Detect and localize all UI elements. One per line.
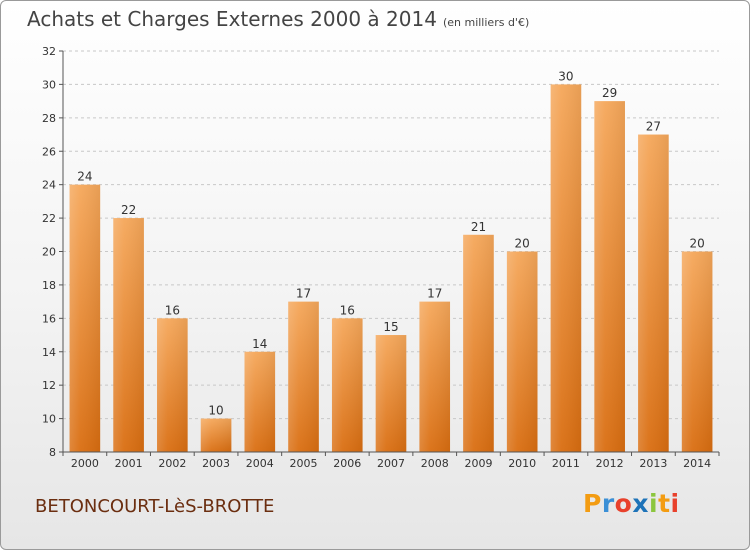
x-tick-label-2006: 2006 xyxy=(333,457,361,470)
value-label-2006: 16 xyxy=(340,303,355,317)
x-tick-label-2010: 2010 xyxy=(508,457,536,470)
logo-letter-1: r xyxy=(601,489,615,518)
logo-letter-4: i xyxy=(649,489,659,518)
bars xyxy=(69,84,713,453)
bar-shine-2007 xyxy=(375,335,407,452)
x-tick-label-2003: 2003 xyxy=(202,457,230,470)
bar-shine-2003 xyxy=(200,418,232,452)
logo-letter-5: t xyxy=(658,489,671,518)
value-label-2011: 30 xyxy=(558,69,573,83)
value-label-2012: 29 xyxy=(602,86,617,100)
y-tick-label-12: 12 xyxy=(42,379,56,392)
logo-letter-2: o xyxy=(614,489,633,518)
bar-shine-2010 xyxy=(506,251,538,452)
x-tick-label-2008: 2008 xyxy=(421,457,449,470)
y-tick-label-30: 30 xyxy=(42,78,56,91)
y-tick-label-18: 18 xyxy=(42,279,56,292)
y-tick-label-8: 8 xyxy=(49,446,56,459)
y-tick-label-22: 22 xyxy=(42,212,56,225)
value-label-2008: 17 xyxy=(427,287,442,301)
x-tick-label-2004: 2004 xyxy=(246,457,274,470)
logo-letter-6: i xyxy=(670,489,680,518)
value-label-2004: 14 xyxy=(252,337,267,351)
data-labels: 24 22 16 10 14 17 16 15 17 21 20 30 29 27 20 xyxy=(77,69,705,417)
value-label-2013: 27 xyxy=(646,120,661,134)
x-tick-label-2013: 2013 xyxy=(639,457,667,470)
bar-shine-2000 xyxy=(69,184,101,452)
value-label-2010: 20 xyxy=(515,237,530,251)
logo-letter-0: P xyxy=(583,489,602,518)
axes: 8 10 12 14 16 18 20 22 24 26 28 30 32 2000 2001 2002 200… xyxy=(42,45,720,470)
value-label-2000: 24 xyxy=(77,170,92,184)
y-tick-label-16: 16 xyxy=(42,312,56,325)
commune-name: BETONCOURT-LèS-BROTTE xyxy=(35,496,275,517)
bar-shine-2013 xyxy=(638,134,669,452)
bar-shine-2009 xyxy=(463,234,494,452)
x-tick-label-2002: 2002 xyxy=(158,457,186,470)
x-tick-label-2007: 2007 xyxy=(377,457,405,470)
bar-shine-2005 xyxy=(288,301,319,452)
y-tick-label-20: 20 xyxy=(42,246,56,259)
proxiti-logo[interactable]: Proxiti xyxy=(583,489,680,518)
value-label-2007: 15 xyxy=(383,320,398,334)
logo-letter-3: x xyxy=(632,489,649,518)
x-tick-label-2001: 2001 xyxy=(115,457,143,470)
y-tick-label-10: 10 xyxy=(42,413,56,426)
bar-shine-2001 xyxy=(113,218,144,452)
x-tick-label-2005: 2005 xyxy=(290,457,318,470)
chart-title-main: Achats et Charges Externes 2000 à 2014 xyxy=(27,7,437,31)
x-tick-label-2009: 2009 xyxy=(464,457,492,470)
x-tick-label-2000: 2000 xyxy=(71,457,99,470)
y-tick-label-14: 14 xyxy=(42,346,56,359)
value-label-2005: 17 xyxy=(296,287,311,301)
y-tick-label-32: 32 xyxy=(42,45,56,58)
bar-shine-2014 xyxy=(681,251,713,452)
value-label-2001: 22 xyxy=(121,203,136,217)
bar-shine-2006 xyxy=(331,318,363,452)
bar-shine-2002 xyxy=(157,318,188,452)
bar-shine-2011 xyxy=(550,84,582,453)
bar-shine-2004 xyxy=(244,351,276,452)
value-label-2003: 10 xyxy=(208,404,223,418)
y-tick-label-28: 28 xyxy=(42,112,56,125)
x-tick-label-2014: 2014 xyxy=(683,457,711,470)
value-label-2002: 16 xyxy=(165,303,180,317)
chart-title: Achats et Charges Externes 2000 à 2014 (e… xyxy=(27,7,529,31)
y-tick-label-26: 26 xyxy=(42,145,56,158)
y-tick-label-24: 24 xyxy=(42,179,56,192)
bar-shine-2012 xyxy=(594,101,625,452)
x-tick-label-2011: 2011 xyxy=(552,457,580,470)
chart-subtitle: (en milliers d'€) xyxy=(442,16,530,29)
value-label-2009: 21 xyxy=(471,220,486,234)
x-tick-label-2012: 2012 xyxy=(596,457,624,470)
bar-shine-2008 xyxy=(419,301,451,452)
value-label-2014: 20 xyxy=(689,237,704,251)
